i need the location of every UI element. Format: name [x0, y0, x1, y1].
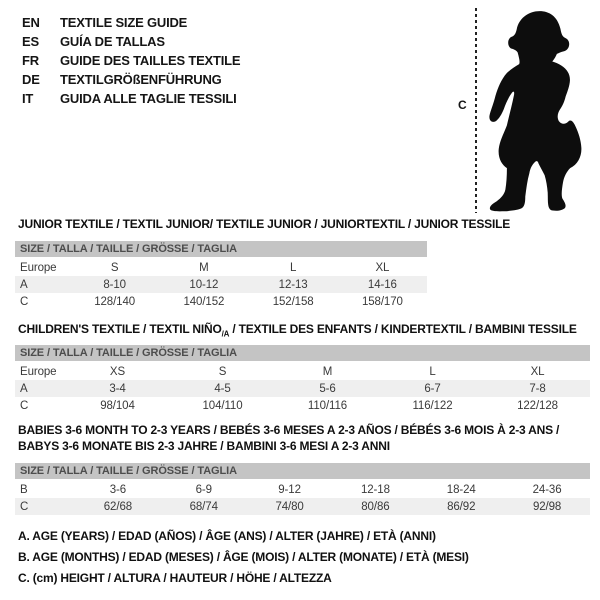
table-row-height: C 98/104 104/110 110/116 116/122 122/128 [15, 397, 590, 414]
row-label: Europe [20, 365, 57, 378]
babies-size-header-bar: SIZE / TALLA / TAILLE / GRÖSSE / TAGLIA [15, 463, 590, 479]
height-value: 128/140 [94, 295, 136, 308]
row-label: C [20, 399, 29, 412]
language-code: ES [22, 34, 39, 49]
babies-section-title-line1: BABIES 3-6 MONTH TO 2-3 YEARS / BEBÉS 3-… [18, 423, 560, 437]
table-row-age: A 8-10 10-12 12-13 14-16 [15, 276, 427, 293]
size-value: M [322, 365, 333, 378]
months-value: 12-18 [360, 483, 390, 496]
language-row-en: EN TEXTILE SIZE GUIDE [22, 13, 240, 32]
age-value: 12-13 [278, 278, 308, 291]
height-value: 62/68 [103, 500, 133, 513]
language-legend: EN TEXTILE SIZE GUIDE ES GUÍA DE TALLAS … [22, 13, 241, 108]
junior-size-table: Europe S M L XL A 8-10 10-12 12-13 14-16… [15, 259, 427, 310]
language-code: FR [22, 53, 39, 68]
height-value: 74/80 [275, 500, 304, 513]
language-row-de: DE TEXTILGRÖßENFÜHRUNG [22, 70, 240, 89]
footnote-age-years: A. AGE (YEARS) / EDAD (AÑOS) / ÂGE (ANS)… [18, 529, 436, 543]
baby-silhouette-image [489, 11, 582, 212]
language-row-fr: FR GUIDE DES TAILLES TEXTILE [22, 51, 241, 70]
guide-title-es: GUÍA DE TALLAS [60, 34, 165, 49]
babies-section-title-line2: BABYS 3-6 MONATE BIS 2-3 JAHRE / BAMBINI… [18, 439, 390, 453]
guide-title-de: TEXTILGRÖßENFÜHRUNG [60, 72, 222, 87]
size-value: S [110, 261, 119, 274]
months-value: 18-24 [446, 483, 476, 496]
age-value: 3-4 [109, 382, 126, 395]
footnote-height-cm: C. (cm) HEIGHT / ALTURA / HAUTEUR / HÖHE… [18, 571, 332, 585]
height-value: 140/152 [183, 295, 225, 308]
table-row-europe: Europe S M L XL [15, 259, 427, 276]
row-label: A [20, 278, 28, 291]
age-value: 4-5 [214, 382, 231, 395]
table-row-age: A 3-4 4-5 5-6 6-7 7-8 [15, 380, 590, 397]
height-value: 86/92 [447, 500, 476, 513]
months-value: 9-12 [278, 483, 301, 496]
height-value: 110/116 [307, 399, 348, 412]
size-value: L [289, 261, 297, 274]
months-value: 6-9 [195, 483, 212, 496]
age-value: 8-10 [103, 278, 126, 291]
height-value: 68/74 [189, 500, 218, 513]
language-row-es: ES GUÍA DE TALLAS [22, 32, 240, 51]
table-row-height: C 62/68 68/74 74/80 80/86 86/92 92/98 [15, 498, 590, 515]
legend-footnotes: A. AGE (YEARS) / EDAD (AÑOS) / ÂGE (ANS)… [18, 529, 469, 592]
row-label: C [20, 500, 29, 513]
size-value: XL [375, 261, 390, 274]
children-title-main: CHILDREN'S TEXTILE / TEXTIL NIÑO [18, 322, 222, 336]
months-value: 3-6 [109, 483, 127, 496]
language-code: IT [22, 91, 34, 106]
row-label: A [20, 382, 28, 395]
height-value: 80/86 [361, 500, 390, 513]
height-value: 98/104 [100, 399, 135, 412]
children-size-header-bar: SIZE / TALLA / TAILLE / GRÖSSE / TAGLIA [15, 345, 590, 361]
table-row-europe: Europe XS S M L XL [15, 363, 590, 380]
row-label: B [20, 483, 28, 496]
guide-title-it: GUIDA ALLE TAGLIE TESSILI [60, 91, 237, 106]
row-label: Europe [20, 261, 57, 274]
junior-section-title: JUNIOR TEXTILE / TEXTIL JUNIOR/ TEXTILE … [18, 217, 511, 231]
height-value: 92/98 [532, 500, 562, 513]
age-value: 5-6 [319, 382, 336, 395]
language-code: DE [22, 72, 40, 87]
children-title-rest: / TEXTILE DES ENFANTS / KINDERTEXTIL / B… [229, 322, 577, 336]
height-dotted-line [475, 8, 477, 213]
height-value: 122/128 [517, 399, 558, 412]
table-row-months: B 3-6 6-9 9-12 12-18 18-24 24-36 [15, 481, 590, 498]
children-size-table: Europe XS S M L XL A 3-4 4-5 5-6 6-7 7-8… [15, 363, 590, 414]
size-value: M [199, 261, 209, 274]
age-value: 6-7 [424, 382, 441, 395]
age-value: 14-16 [367, 278, 397, 291]
height-value: 158/170 [361, 295, 403, 308]
size-value: XS [109, 365, 126, 378]
table-row-height: C 128/140 140/152 152/158 158/170 [15, 293, 427, 310]
age-value: 10-12 [189, 278, 219, 291]
age-value: 7-8 [529, 382, 546, 395]
height-marker-label: C [458, 98, 467, 112]
height-value: 116/122 [412, 399, 453, 412]
junior-size-header-bar: SIZE / TALLA / TAILLE / GRÖSSE / TAGLIA [15, 241, 427, 257]
babies-size-table: B 3-6 6-9 9-12 12-18 18-24 24-36 C 62/68… [15, 481, 590, 515]
row-label: C [20, 295, 29, 308]
language-code: EN [22, 15, 40, 30]
measurement-figure: C [440, 0, 600, 220]
footnote-age-months: B. AGE (MONTHS) / EDAD (MESES) / ÂGE (MO… [18, 550, 469, 564]
guide-title-fr: GUIDE DES TAILLES TEXTILE [60, 53, 241, 68]
language-row-it: IT GUIDA ALLE TAGLIE TESSILI [22, 89, 240, 108]
children-section-title: CHILDREN'S TEXTILE / TEXTIL NIÑO/A / TEX… [18, 322, 577, 338]
size-value: L [429, 365, 436, 378]
height-value: 104/110 [202, 399, 243, 412]
guide-title-en: TEXTILE SIZE GUIDE [60, 15, 188, 30]
height-value: 152/158 [272, 295, 314, 308]
months-value: 24-36 [532, 483, 562, 496]
size-value: S [218, 365, 227, 378]
children-title-subscript: /A [221, 329, 230, 339]
size-value: XL [530, 365, 545, 378]
